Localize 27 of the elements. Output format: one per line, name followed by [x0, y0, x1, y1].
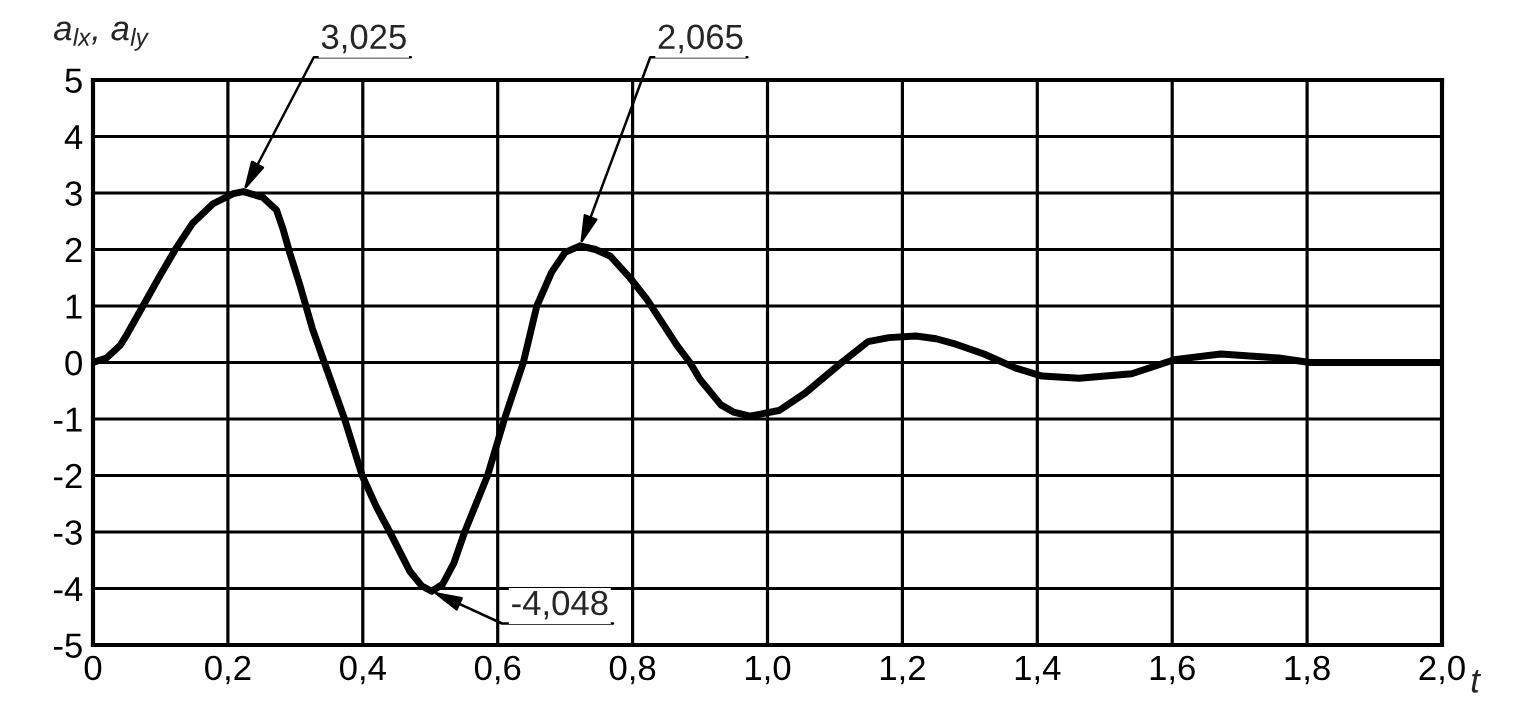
x-tick-label: 1,2 — [880, 655, 925, 685]
x-tick-label: 1,6 — [1150, 655, 1195, 685]
x-tick-label: 1,8 — [1285, 655, 1330, 685]
y-tick-label: 3 — [65, 181, 82, 206]
x-tick-label: 0,4 — [340, 655, 386, 685]
x-tick-label: 1,0 — [746, 655, 791, 685]
y-tick-label: -1 — [53, 407, 82, 432]
x-tick-label: 0,6 — [474, 655, 521, 685]
x-tick-label: 2,0 — [1419, 655, 1465, 685]
y-tick-label: 5 — [65, 68, 82, 93]
annotation: 2,065 — [658, 24, 743, 54]
y-tick-label: 4 — [64, 125, 83, 150]
x-axis-title: t — [1471, 669, 1482, 693]
annotation: -4,048 — [512, 590, 608, 620]
y-tick-label: 1 — [66, 294, 82, 319]
x-tick-label: 0,8 — [609, 655, 656, 685]
y-tick-label: 0 — [65, 350, 82, 376]
y-tick-label: -4 — [53, 577, 83, 602]
y-tick-label: -2 — [53, 463, 82, 489]
x-tick-label: 0 — [84, 655, 102, 681]
x-tick-label: 1,4 — [1015, 656, 1061, 685]
annotation: 3,025 — [321, 24, 406, 54]
y-tick-label: -3 — [53, 520, 82, 545]
y-tick-label: -5 — [53, 633, 82, 658]
y-tick-label: 2 — [65, 237, 82, 263]
x-tick-label: 0,2 — [205, 655, 251, 685]
y-axis-title: a$_{lx}$, a$_{ly}$ — [53, 21, 149, 51]
